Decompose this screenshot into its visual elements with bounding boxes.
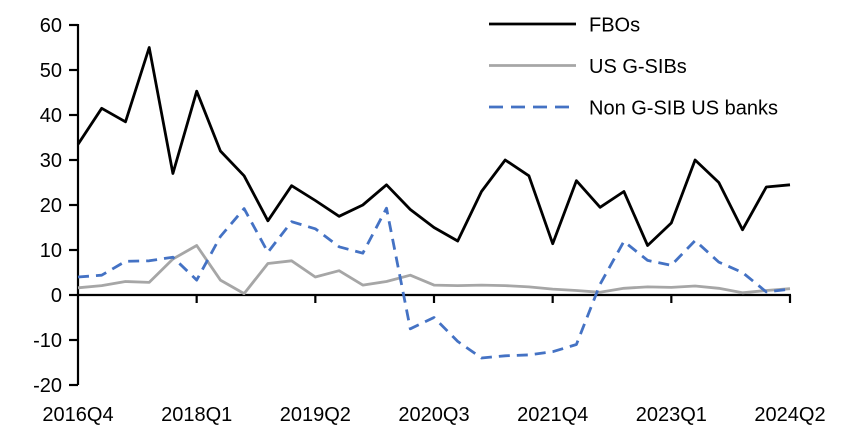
legend-label-fbos: FBOs (589, 15, 640, 37)
series-line-us-g-sibs (77, 244, 791, 296)
y-tick-label: 10 (40, 240, 62, 262)
y-tick-label: 60 (40, 15, 62, 37)
y-tick-label: -20 (33, 375, 62, 397)
series-line-fbos (76, 46, 791, 247)
x-tick-label: 2018Q1 (161, 404, 232, 426)
y-tick-label: 0 (51, 285, 62, 307)
y-tick-label: 50 (40, 60, 62, 82)
legend-label-non-g-sib-us-banks: Non G-SIB US banks (589, 98, 778, 120)
x-tick-label: 2024Q2 (754, 404, 825, 426)
legend-label-us-g-sibs: US G-SIBs (589, 56, 687, 78)
x-tick-label: 2020Q3 (398, 404, 469, 426)
y-tick-label: 20 (40, 195, 62, 217)
x-tick-label: 2016Q4 (42, 404, 113, 426)
x-tick-label: 2023Q1 (636, 404, 707, 426)
y-tick-label: 30 (40, 150, 62, 172)
series-line-non-g-sib-us-banks (77, 206, 791, 360)
y-tick-label: 40 (40, 105, 62, 127)
x-tick-label: 2021Q4 (517, 404, 588, 426)
x-tick-label: 2019Q2 (280, 404, 351, 426)
y-tick-label: -10 (33, 330, 62, 352)
